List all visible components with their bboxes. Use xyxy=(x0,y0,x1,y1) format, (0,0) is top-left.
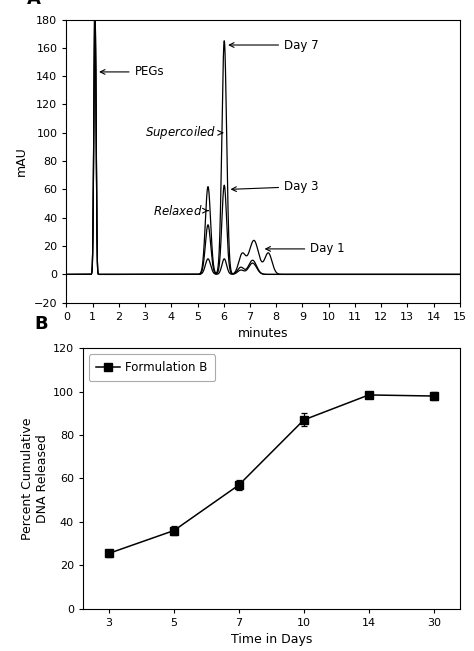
Text: $\mathit{Supercoiled}$: $\mathit{Supercoiled}$ xyxy=(145,124,223,141)
Text: Day 1: Day 1 xyxy=(266,242,345,255)
X-axis label: Time in Days: Time in Days xyxy=(231,633,312,646)
Text: A: A xyxy=(27,0,41,8)
Y-axis label: Percent Cumulative
DNA Released: Percent Cumulative DNA Released xyxy=(21,417,49,540)
Text: B: B xyxy=(34,314,47,333)
Y-axis label: mAU: mAU xyxy=(15,146,28,176)
Text: PEGs: PEGs xyxy=(100,65,164,78)
Text: Day 7: Day 7 xyxy=(229,38,319,51)
Text: $\mathit{Relaxed}$: $\mathit{Relaxed}$ xyxy=(153,204,208,217)
X-axis label: minutes: minutes xyxy=(238,327,288,340)
Legend: Formulation B: Formulation B xyxy=(89,354,215,381)
Text: Day 3: Day 3 xyxy=(232,180,319,193)
